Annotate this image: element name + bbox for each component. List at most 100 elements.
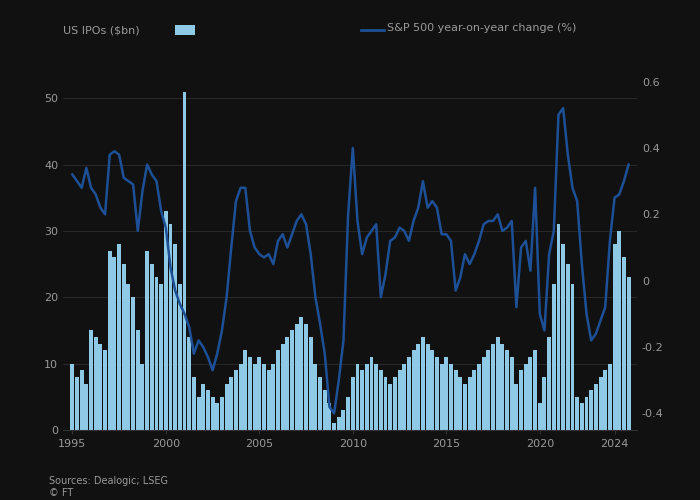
Bar [389,384,392,430]
Bar [178,284,182,430]
Bar [169,224,172,430]
Bar [626,278,631,430]
Bar [463,384,467,430]
Bar [220,397,224,430]
Bar [173,244,177,430]
Bar [360,370,364,430]
Bar [192,377,196,430]
Bar [164,211,168,430]
Bar [486,350,490,430]
Bar [575,397,579,430]
Bar [113,258,116,430]
Bar [281,344,285,430]
Bar [393,377,397,430]
Bar [482,357,486,430]
Bar [71,364,74,430]
Bar [365,364,369,430]
Bar [612,244,617,430]
Bar [473,370,476,430]
Bar [206,390,210,430]
Bar [370,357,374,430]
Bar [258,357,261,430]
Bar [225,384,229,430]
Bar [276,350,280,430]
Bar [202,384,205,430]
Bar [234,370,238,430]
Bar [566,264,570,430]
Bar [570,284,575,430]
Bar [239,364,243,430]
Bar [141,364,144,430]
Bar [440,364,444,430]
Bar [458,377,462,430]
Bar [159,284,163,430]
Bar [323,390,327,430]
Bar [416,344,420,430]
Bar [103,350,107,430]
Bar [374,364,378,430]
Bar [290,330,294,430]
Bar [528,357,533,430]
Bar [477,364,481,430]
Bar [267,370,271,430]
Bar [561,244,565,430]
Bar [300,317,303,430]
Bar [272,364,275,430]
Bar [496,337,500,430]
Bar [351,377,355,430]
Bar [155,278,158,430]
Bar [328,404,331,430]
Bar [150,264,154,430]
Bar [183,92,186,430]
Bar [295,324,299,430]
Bar [342,410,345,430]
Bar [197,397,200,430]
Bar [603,370,607,430]
Bar [346,397,350,430]
Bar [598,377,603,430]
Bar [608,364,612,430]
Bar [435,357,439,430]
Bar [594,384,598,430]
Bar [407,357,411,430]
Bar [286,337,289,430]
Bar [136,330,140,430]
Bar [468,377,472,430]
Bar [318,377,322,430]
Bar [505,350,509,430]
Bar [510,357,514,430]
Bar [412,350,416,430]
Bar [80,370,84,430]
Text: S&P 500 year-on-year change (%): S&P 500 year-on-year change (%) [387,23,577,33]
Bar [337,416,341,430]
Bar [622,258,626,430]
Bar [454,370,458,430]
Bar [248,357,252,430]
Bar [108,251,112,430]
Bar [519,370,523,430]
Text: Sources: Dealogic; LSEG
© FT: Sources: Dealogic; LSEG © FT [49,476,168,498]
Bar [230,377,233,430]
Bar [580,404,584,430]
Bar [117,244,121,430]
Bar [304,324,308,430]
Bar [127,284,130,430]
Bar [430,350,434,430]
Bar [187,337,191,430]
Bar [538,404,542,430]
Bar [89,330,93,430]
Bar [589,390,593,430]
Bar [356,364,359,430]
Bar [131,298,135,430]
Bar [421,337,425,430]
Bar [309,337,313,430]
Bar [314,364,317,430]
Bar [556,224,561,430]
Bar [524,364,528,430]
Bar [379,370,383,430]
Bar [75,377,79,430]
Bar [449,364,453,430]
Bar [402,364,406,430]
Text: US IPOs ($bn): US IPOs ($bn) [63,26,139,36]
Bar [94,337,98,430]
